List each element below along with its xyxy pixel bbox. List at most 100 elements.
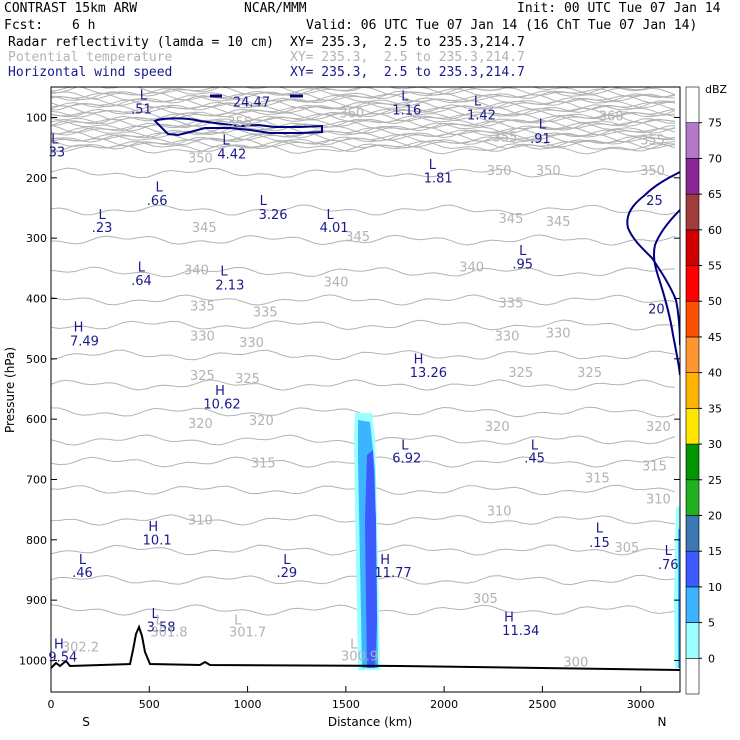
theta-label: L: [234, 613, 242, 628]
theta-contour-line: [51, 92, 676, 104]
high-low-label: 1.16: [392, 103, 421, 118]
y-tick-label: 500: [26, 353, 47, 366]
high-low-label: L: [140, 88, 148, 103]
high-low-label: 7.49: [70, 335, 99, 350]
colorbar-level: 55: [708, 260, 722, 273]
theta-label: 320: [249, 414, 274, 429]
high-low-label: L: [222, 134, 230, 149]
theta-label: 355: [493, 131, 518, 146]
theta-label: 330: [239, 336, 264, 351]
forecast-label: Fcst:: [4, 18, 44, 33]
high-low-label: 2.13: [215, 278, 244, 293]
high-low-label: .51: [131, 102, 152, 117]
x-tick-label: 2000: [430, 698, 458, 711]
field-xy-reflectivity: XY= 235.3, 2.5 to 235.3,214.7: [290, 35, 525, 50]
y-tick-label: 900: [26, 594, 47, 607]
colorbar-level: 50: [708, 295, 722, 308]
theta-contour-line: [51, 349, 676, 361]
theta-contour-line: [51, 120, 676, 132]
high-low-label: 3.58: [147, 621, 176, 636]
valid-time: Valid: 06 UTC Tue 07 Jan 14 (16 ChT Tue …: [306, 18, 698, 33]
theta-label: 340: [184, 263, 209, 278]
colorbar-segment: [685, 622, 700, 659]
theta-label: 330: [546, 327, 571, 342]
theta-contour-line: [51, 88, 676, 100]
theta-label: 300.9: [341, 649, 378, 664]
colorbar-segment: [685, 550, 700, 588]
theta-label: 301.8: [150, 625, 187, 640]
y-tick-label: 800: [26, 534, 47, 547]
terrain-line: [50, 624, 681, 671]
theta-label: 320: [646, 420, 671, 435]
x-tick-label: 1500: [332, 698, 360, 711]
x-tick-label: 3000: [627, 698, 655, 711]
colorbar-segment: [685, 300, 700, 338]
theta-label: 340: [459, 260, 484, 275]
field-name-wind: Horizontal wind speed: [8, 65, 173, 80]
high-low-label: .15: [589, 536, 610, 551]
theta-label: L: [350, 637, 358, 652]
x-tick-label: 500: [139, 698, 160, 711]
theta-label: 355: [227, 116, 252, 131]
colorbar-segment: [685, 336, 700, 373]
theta-contours: [51, 87, 676, 616]
high-low-label: 6.92: [392, 452, 421, 467]
high-low-label: L: [79, 553, 87, 568]
high-low-label: L: [138, 260, 146, 275]
theta-label: 305: [615, 541, 640, 556]
high-low-label: L: [539, 117, 547, 132]
axes: 100 200 300 400 500 600 700 800 900 1000 0 500 1000 1…: [3, 112, 680, 729]
high-low-label: 33: [49, 146, 66, 161]
wind-labels: 24.47 25 20: [233, 96, 665, 318]
colorbar-level: 30: [708, 438, 722, 451]
theta-label: 360: [599, 110, 624, 125]
colorbar-level: 10: [708, 581, 722, 594]
x-tick-label: 0: [48, 698, 55, 711]
high-low-label: .46: [72, 566, 93, 581]
x-tick-label: 1000: [234, 698, 262, 711]
high-low-label: 11.77: [374, 566, 411, 581]
theta-label: 355: [640, 134, 665, 149]
high-low-label: L: [283, 553, 291, 568]
reflectivity-cell-core: [365, 450, 377, 668]
high-low-label: 3.26: [259, 208, 288, 223]
high-low-label: 9.54: [48, 651, 77, 666]
init-time: Init: 00 UTC Tue 07 Jan 14: [517, 1, 721, 16]
theta-label: 345: [546, 215, 571, 230]
high-low-label: H: [414, 353, 424, 368]
colorbar-segment: [685, 479, 700, 516]
wind-contour-20: [652, 209, 680, 376]
model-title: CONTRAST 15km ARW: [4, 1, 138, 16]
theta-contour-line: [51, 106, 676, 118]
theta-label: 335: [253, 306, 278, 321]
wind-speed-label: 24.47: [233, 96, 270, 111]
colorbar-segment: [685, 657, 700, 695]
colorbar-level: 0: [708, 652, 715, 665]
theta-labels: 360 360 355 355 355 350 350 350 350 345 345 345 345 3…: [62, 107, 671, 671]
wind-speed-label: 20: [648, 303, 665, 318]
x-tick-label: 2500: [528, 698, 556, 711]
colorbar-unit: dBZ: [705, 83, 728, 96]
colorbar-segment: [685, 122, 700, 159]
colorbar-segment: [685, 193, 700, 231]
center-title: NCAR/MMM: [244, 1, 307, 16]
y-tick-label: 100: [26, 112, 47, 125]
theta-contour-line: [51, 97, 676, 109]
field-name-reflectivity: Radar reflectivity (lamda = 10 cm): [8, 35, 275, 50]
colorbar-segment: [685, 372, 700, 409]
high-low-label: L: [519, 244, 527, 259]
theta-label: 320: [188, 417, 213, 432]
x-axis-label: Distance (km): [328, 715, 412, 729]
theta-contour-line: [51, 379, 676, 391]
high-low-label: .95: [512, 257, 533, 272]
theta-label: 350: [188, 152, 213, 167]
high-low-label: 1.42: [467, 108, 496, 123]
colorbar-level: 25: [708, 474, 722, 487]
x-end-label-left: S: [82, 715, 90, 729]
high-low-label: L: [401, 90, 409, 105]
high-low-label: H: [54, 637, 64, 652]
theta-label: 315: [251, 456, 276, 471]
y-tick-label: 200: [26, 172, 47, 185]
high-low-label: 13.26: [410, 366, 447, 381]
high-low-label: 10.1: [143, 534, 172, 549]
